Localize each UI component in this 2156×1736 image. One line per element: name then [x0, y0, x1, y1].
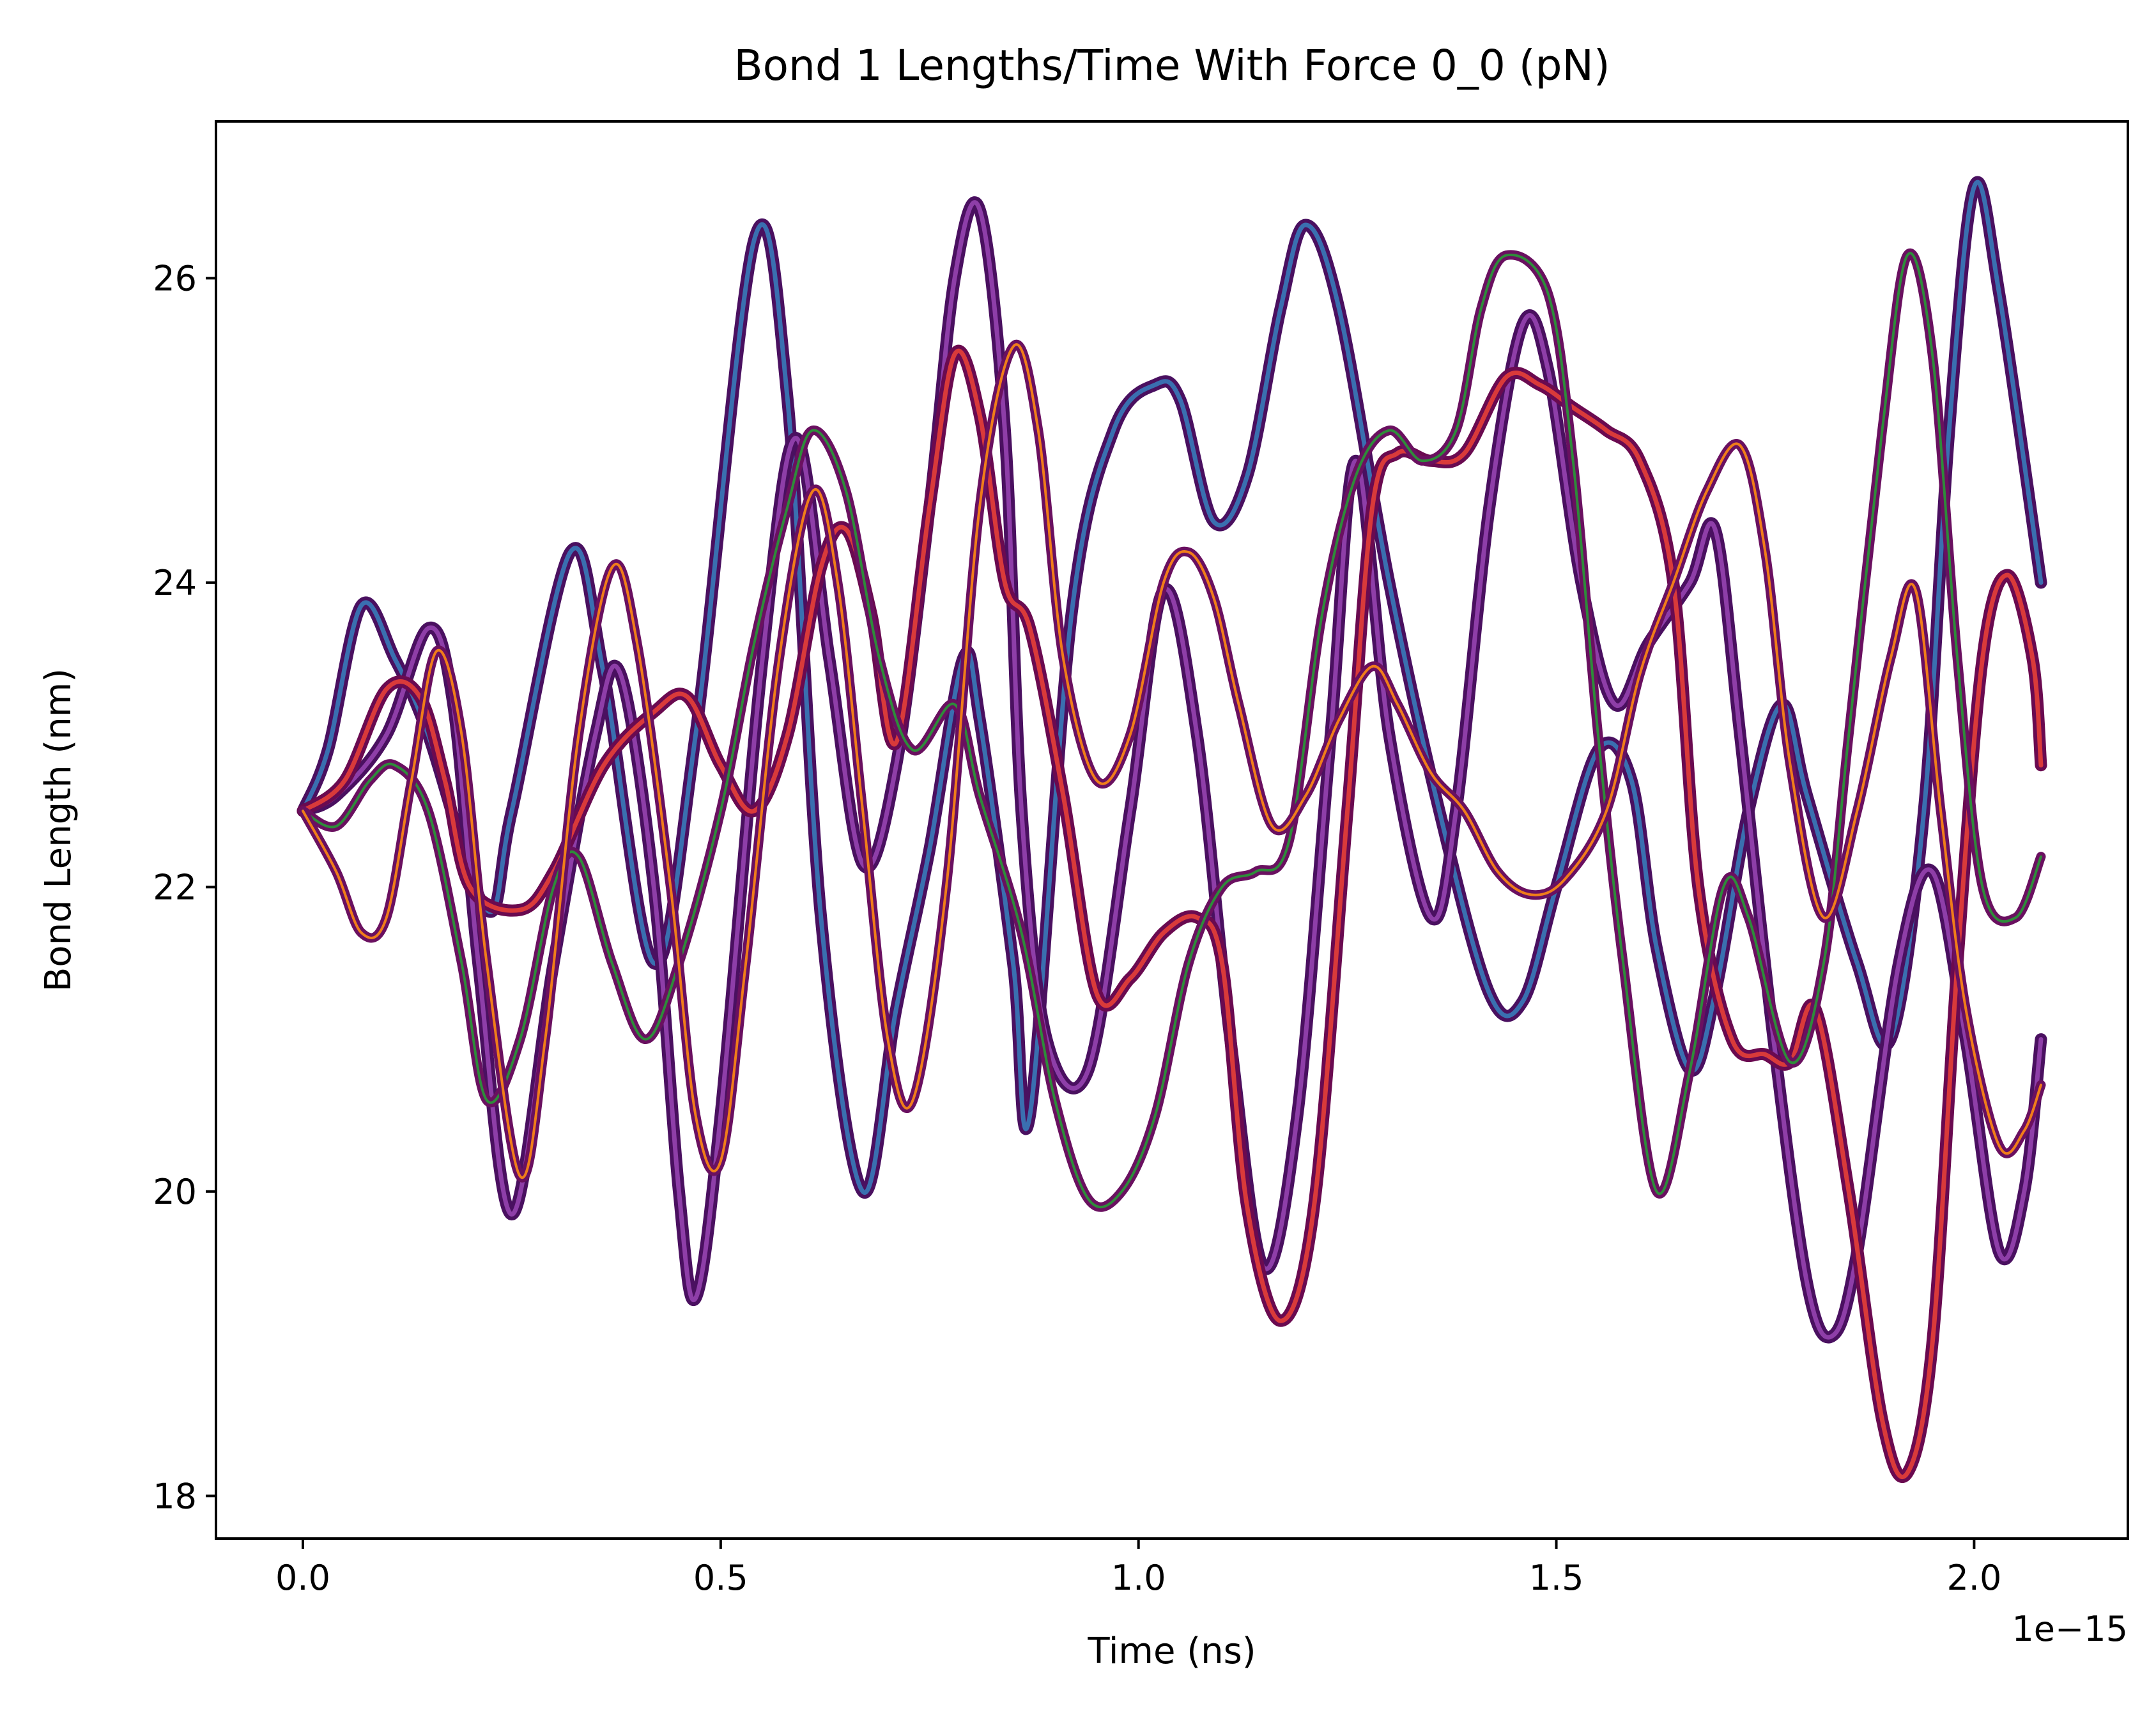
series-1-line	[300, 180, 2044, 1195]
x-axis-offset-text: 1e−15	[2012, 1609, 2128, 1649]
y-tick-label: 26	[153, 258, 197, 298]
y-tick-label: 24	[153, 563, 197, 603]
series-4-line	[302, 252, 2042, 1209]
x-tick-label: 1.0	[1111, 1558, 1166, 1598]
series-layer	[296, 176, 2047, 1483]
x-tick-label: 0.0	[275, 1558, 330, 1598]
series-3-line	[300, 348, 2044, 1479]
x-tick-label: 2.0	[1946, 1558, 2001, 1598]
y-axis-label: Bond Length (nm)	[38, 668, 79, 992]
series-5-line	[302, 343, 2042, 1179]
y-tick-label: 18	[153, 1476, 197, 1516]
y-tick-label: 20	[153, 1172, 197, 1212]
plot-frame	[215, 120, 2129, 1540]
x-axis-label: Time (ns)	[1087, 1631, 1256, 1672]
chart-title: Bond 1 Lengths/Time With Force 0_0 (pN)	[734, 41, 1610, 90]
x-axis-ticks: 0.0 0.5 1.0 1.5 2.0	[275, 1539, 2001, 1598]
x-tick-label: 1.5	[1529, 1558, 1584, 1598]
y-tick-label: 22	[153, 867, 197, 907]
x-tick-label: 0.5	[693, 1558, 748, 1598]
y-axis-ticks: 18 20 22 24 26	[153, 258, 216, 1516]
